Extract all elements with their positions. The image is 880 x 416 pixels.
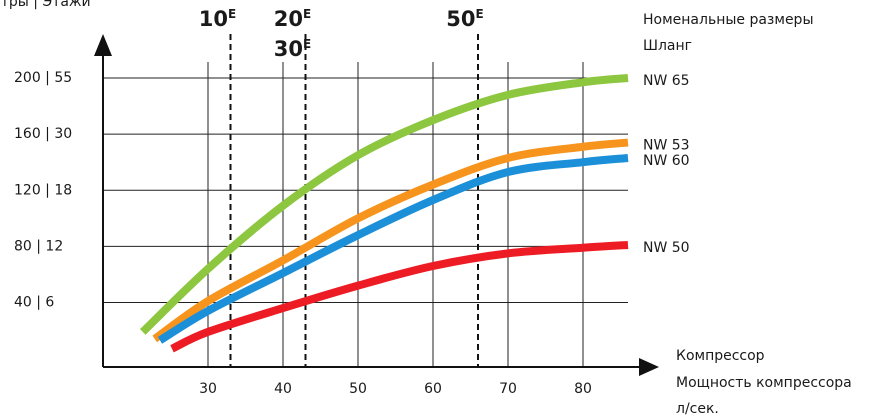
y-tick-label: 40 | 6	[14, 294, 54, 310]
marker-number: 30	[274, 37, 303, 61]
x-axis-label: Компрессор	[676, 348, 765, 364]
y-tick-label: 120 | 18	[14, 182, 72, 198]
series-line	[139, 74, 629, 335]
x-tick-label: 30	[199, 381, 217, 397]
legend-entry: NW 60	[643, 153, 690, 169]
x-tick-label: 50	[349, 381, 367, 397]
marker-label: 50E	[446, 7, 483, 32]
x-tick-label: 70	[499, 381, 517, 397]
marker-label: 20E	[274, 7, 311, 32]
x-axis-label: л/сек.	[676, 401, 719, 416]
series-line	[170, 240, 629, 353]
legend-entry: NW 65	[643, 73, 690, 89]
y-tick-label: 160 | 30	[14, 126, 72, 142]
y-tick-label: 200 | 55	[14, 70, 72, 86]
marker-sup: E	[476, 7, 484, 21]
x-axis-arrow	[639, 358, 659, 376]
series-line	[152, 138, 629, 343]
x-tick-label: 80	[574, 381, 592, 397]
legend-title: Шланг	[643, 38, 692, 54]
marker-number: 50	[446, 7, 475, 31]
x-axis-label: Мощность компрессора	[676, 375, 852, 391]
marker-sup: E	[228, 7, 236, 21]
marker-label: 30E	[274, 37, 311, 62]
marker-number: 20	[274, 7, 303, 31]
y-axis-arrow	[94, 34, 112, 56]
x-tick-label: 60	[424, 381, 442, 397]
series-line	[157, 154, 629, 344]
legend-title: Номенальные размеры	[643, 12, 814, 28]
y-tick-label: 80 | 12	[14, 238, 63, 254]
marker-sup: E	[303, 7, 311, 21]
y-axis-label: Метры | Этажи	[0, 0, 91, 10]
marker-label: 10E	[199, 7, 236, 32]
legend-entry: NW 53	[643, 138, 690, 154]
x-tick-label: 40	[274, 381, 292, 397]
legend-entry: NW 50	[643, 240, 690, 256]
marker-number: 10	[199, 7, 228, 31]
marker-sup: E	[303, 37, 311, 51]
